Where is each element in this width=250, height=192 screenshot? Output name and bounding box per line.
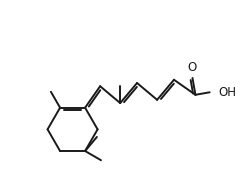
Text: OH: OH xyxy=(218,86,236,99)
Text: O: O xyxy=(188,61,197,74)
